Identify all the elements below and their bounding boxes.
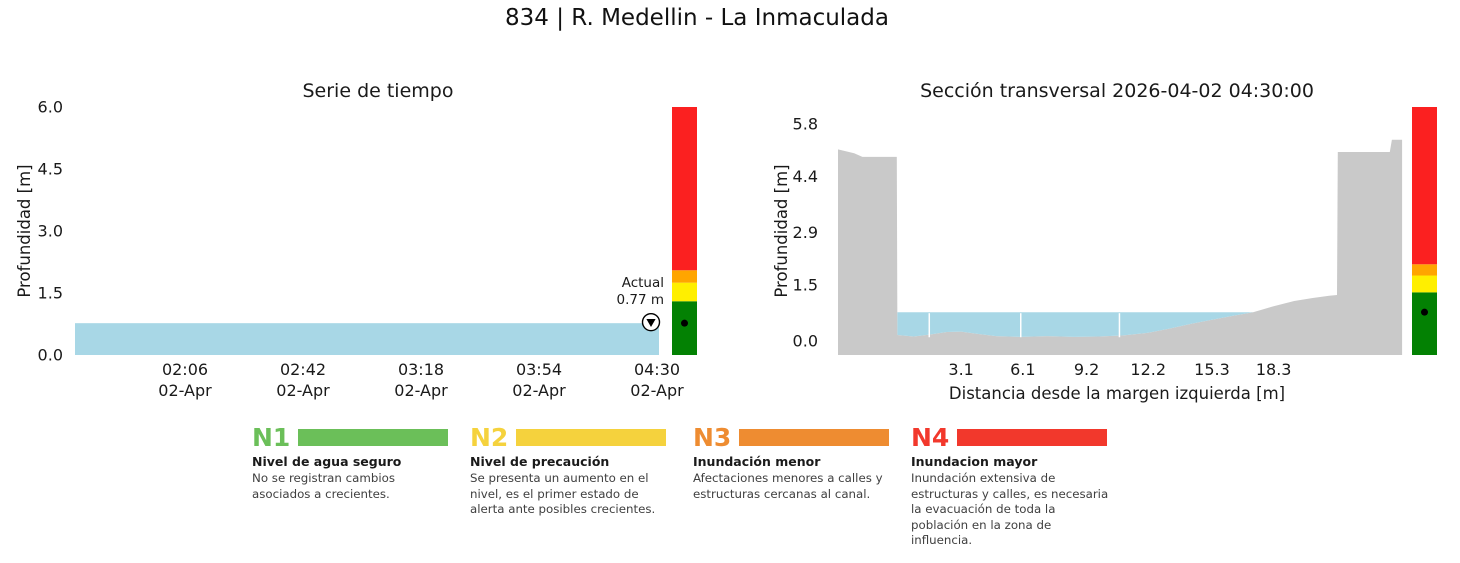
current-level-label: Actual — [622, 275, 664, 291]
legend-desc-n3: Afectaciones menores a calles y estructu… — [693, 471, 883, 501]
legend-head: N4 — [911, 424, 1119, 450]
cross-section-xtick: 9.2 — [1074, 360, 1099, 379]
cross-section-ytick: 1.5 — [793, 275, 818, 294]
legend-item-n3: N3 Inundación menor Afectaciones menores… — [693, 424, 901, 502]
legend-desc-n1: No se registran cambios asociados a crec… — [252, 471, 395, 501]
legend-item-n1: N1 Nivel de agua seguro No se registran … — [252, 424, 460, 502]
legend-swatch-n2 — [516, 428, 667, 446]
timeseries-xtick-date: 02-Apr — [276, 381, 330, 400]
legend-head: N3 — [693, 424, 901, 450]
timeseries-xtick-time: 02:06 — [162, 360, 208, 379]
ts-band-n1 — [672, 301, 697, 355]
legend-title-n1: Nivel de agua seguro — [252, 454, 402, 469]
cs-band-n1 — [1412, 292, 1437, 355]
cross-section-xtick: 3.1 — [948, 360, 973, 379]
timeseries-xtick-date: 02-Apr — [630, 381, 684, 400]
ts-band-n4 — [672, 107, 697, 271]
cross-section-xlabel: Distancia desde la margen izquierda [m] — [949, 384, 1285, 403]
legend-desc-n4: Inundación extensiva de estructuras y ca… — [911, 471, 1109, 548]
legend-desc-n2: Se presenta un aumento en el nivel, es e… — [470, 471, 656, 517]
water-surface — [897, 312, 1254, 337]
cross-section-xtick: 15.3 — [1194, 360, 1230, 379]
timeseries-xtick-date: 02-Apr — [158, 381, 212, 400]
cs-band-n4 — [1412, 107, 1437, 265]
legend-item-n2: N2 Nivel de precaución Se presenta un au… — [470, 424, 678, 518]
timeseries-colorbar — [672, 107, 697, 355]
timeseries-ytick: 4.5 — [38, 160, 63, 179]
timeseries-xtick-time: 03:18 — [398, 360, 444, 379]
marker-triangle-icon — [646, 318, 656, 327]
cross-section-xtick: 12.2 — [1130, 360, 1166, 379]
cross-section-ylabel: Profundidad [m] — [772, 164, 791, 297]
charts-canvas: Serie de tiempo Profundidad [m] 6.0 4.5 3.0 1… — [15, 80, 1437, 403]
legend-code-n2: N2 — [470, 422, 509, 452]
cross-section-ytick: 5.8 — [793, 114, 818, 133]
cross-section-ytick: 0.0 — [793, 332, 818, 351]
legend-swatch-n4 — [957, 428, 1108, 446]
legend-head: N2 — [470, 424, 678, 450]
timeseries-ytick: 0.0 — [38, 346, 63, 365]
current-level-value: 0.77 m — [616, 292, 664, 308]
current-level-marker — [641, 312, 661, 332]
legend-swatch-n3 — [739, 428, 890, 446]
timeseries-ytick: 1.5 — [38, 284, 63, 303]
cross-section-title: Sección transversal 2026-04-02 04:30:00 — [920, 80, 1314, 102]
timeseries-xtick-time: 02:42 — [280, 360, 326, 379]
legend-title-n2: Nivel de precaución — [470, 454, 610, 469]
timeseries-xtick-time: 04:30 — [634, 360, 680, 379]
legend-item-n4: N4 Inundacion mayor Inundación extensiva… — [911, 424, 1119, 549]
timeseries-water-area — [75, 323, 659, 355]
cross-section-ytick: 4.4 — [793, 167, 818, 186]
timeseries-ytick: 3.0 — [38, 222, 63, 241]
legend-code-n3: N3 — [693, 422, 732, 452]
cs-band-n3 — [1412, 264, 1437, 276]
ts-band-n2 — [672, 282, 697, 302]
page-title: 834 | R. Medellin - La Inmaculada — [505, 5, 889, 31]
cross-section-xtick: 18.3 — [1256, 360, 1292, 379]
timeseries-xtick-date: 02-Apr — [394, 381, 448, 400]
legend-swatch-n1 — [298, 428, 449, 446]
timeseries-xtick-date: 02-Apr — [512, 381, 566, 400]
legend-code-n1: N1 — [252, 422, 291, 452]
legend-title-n3: Inundación menor — [693, 454, 821, 469]
timeseries-chart: Serie de tiempo Profundidad [m] 6.0 4.5 3.0 1… — [15, 80, 697, 400]
cs-band-n2 — [1412, 275, 1437, 293]
timeseries-xtick-time: 03:54 — [516, 360, 562, 379]
terrain-profile — [838, 139, 1403, 355]
timeseries-ytick: 6.0 — [38, 98, 63, 117]
cross-section-chart: Sección transversal 2026-04-02 04:30:00 P… — [772, 80, 1437, 403]
legend-head: N1 — [252, 424, 460, 450]
timeseries-title: Serie de tiempo — [303, 80, 454, 102]
timeseries-ylabel: Profundidad [m] — [15, 164, 34, 297]
legend-code-n4: N4 — [911, 422, 950, 452]
ts-current-dot — [681, 319, 688, 327]
cross-section-ytick: 2.9 — [793, 223, 818, 242]
cs-current-dot — [1421, 308, 1428, 316]
ts-band-n3 — [672, 270, 697, 283]
legend-title-n4: Inundacion mayor — [911, 454, 1038, 469]
cross-section-colorbar — [1412, 107, 1437, 355]
cross-section-xtick: 6.1 — [1010, 360, 1035, 379]
